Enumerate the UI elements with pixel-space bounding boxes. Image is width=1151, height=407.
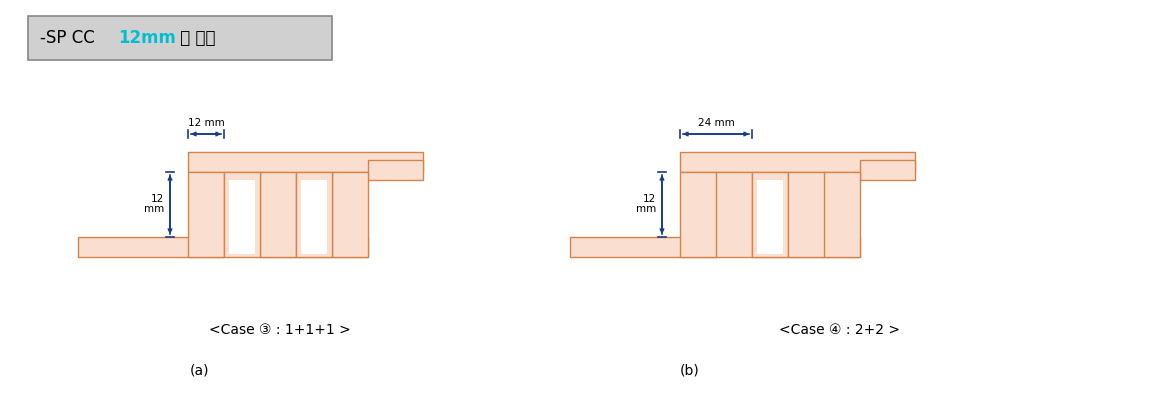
Bar: [680, 172, 752, 257]
Bar: [188, 152, 424, 172]
Bar: [302, 180, 327, 254]
Bar: [188, 172, 224, 257]
Text: (a): (a): [190, 363, 209, 377]
Text: <Case ③ : 1+1+1 >: <Case ③ : 1+1+1 >: [209, 323, 351, 337]
Text: 12 mm: 12 mm: [188, 118, 224, 128]
Bar: [788, 172, 860, 257]
Bar: [78, 237, 224, 257]
Text: <Case ④ : 2+2 >: <Case ④ : 2+2 >: [779, 323, 900, 337]
Bar: [229, 180, 256, 254]
FancyBboxPatch shape: [28, 16, 331, 60]
Text: 12mm: 12mm: [119, 29, 176, 47]
Bar: [752, 172, 788, 257]
Text: 12
mm: 12 mm: [144, 195, 163, 214]
Text: 12
mm: 12 mm: [635, 195, 656, 214]
Text: (b): (b): [680, 363, 700, 377]
Bar: [224, 172, 260, 257]
Bar: [570, 237, 716, 257]
Bar: [296, 172, 331, 257]
Bar: [368, 160, 424, 180]
Bar: [860, 160, 915, 180]
Bar: [331, 172, 368, 257]
Bar: [757, 180, 783, 254]
Text: 24 mm: 24 mm: [698, 118, 734, 128]
Bar: [680, 152, 915, 172]
Bar: [260, 237, 368, 257]
Text: -SP CC: -SP CC: [40, 29, 100, 47]
Bar: [260, 172, 296, 257]
Text: 폭 도체: 폭 도체: [175, 29, 215, 47]
Bar: [752, 237, 860, 257]
